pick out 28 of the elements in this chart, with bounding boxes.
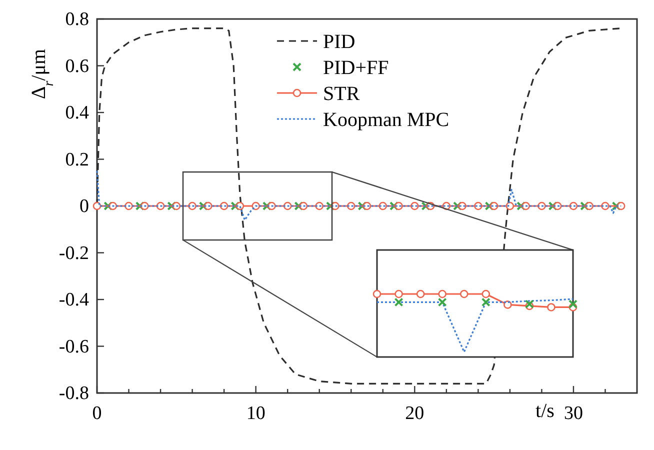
point [394,298,404,307]
legend-label: Koopman MPC [323,109,450,131]
point [438,298,447,307]
y-tick-label: -0.4 [58,290,90,310]
y-tick-label: 0.6 [65,56,89,77]
y-tick-label: 0.4 [65,102,90,124]
x-tick-label: 20 [405,403,424,424]
point [547,303,556,312]
point [568,300,578,309]
point [438,290,446,298]
point [481,298,490,307]
point [372,290,382,298]
x-tick-label: 30 [564,403,583,424]
point [482,290,490,298]
point [416,290,425,298]
point [460,290,468,298]
y-tick-label: -0.2 [58,242,89,264]
y-tick-label: -0.8 [58,383,89,404]
y-tick-label: 0.2 [65,149,89,170]
y-tick-label: 0.8 [65,9,89,30]
legend-label: PID+FF [323,57,389,79]
y-tick-label: 0 [80,196,89,217]
legend-label: STR [323,83,360,105]
legend-label: PID [323,31,356,53]
x-axis-title: t/s [536,400,555,422]
point [394,290,403,298]
x-tick-label: 10 [246,403,266,424]
y-tick-label: -0.6 [58,336,89,358]
